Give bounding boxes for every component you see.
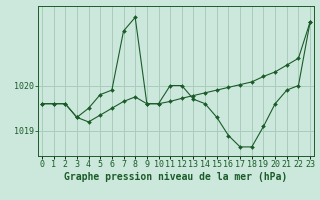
X-axis label: Graphe pression niveau de la mer (hPa): Graphe pression niveau de la mer (hPa) [64, 172, 288, 182]
